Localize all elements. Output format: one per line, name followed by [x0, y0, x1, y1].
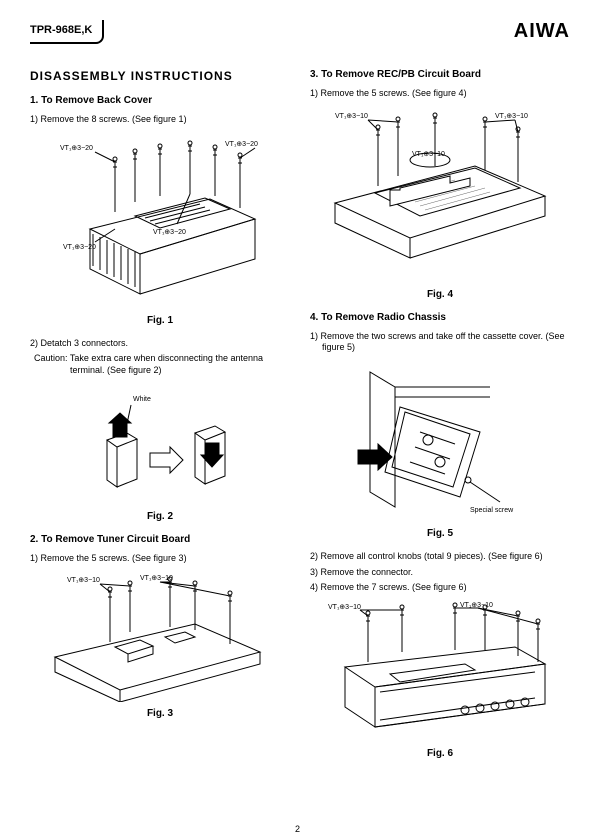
section-1-caution: Caution: Take extra care when disconnect…	[30, 353, 290, 376]
section-1-step-1: 1) Remove the 8 screws. (See figure 1)	[30, 114, 290, 126]
figure-2-caption: Fig. 2	[30, 511, 290, 522]
figure-5-caption: Fig. 5	[310, 528, 570, 539]
fig4-callout-a: VT₁⊕3−10	[335, 113, 368, 120]
fig2-callout-white: White	[133, 396, 151, 403]
figure-2-svg: White	[75, 385, 245, 505]
section-4-step-1: 1) Remove the two screws and take off th…	[310, 331, 570, 354]
main-title: DISASSEMBLY INSTRUCTIONS	[30, 69, 290, 83]
left-column: DISASSEMBLY INSTRUCTIONS 1. To Remove Ba…	[30, 69, 290, 771]
figure-6: VT₁⊕3−10 VT₁⊕3−10	[310, 602, 570, 742]
figure-5-svg: Special screw	[340, 362, 540, 522]
figure-2: White	[30, 385, 290, 505]
fig5-callout-special: Special screw	[470, 507, 514, 514]
figure-3-caption: Fig. 3	[30, 708, 290, 719]
fig6-callout-a: VT₁⊕3−10	[328, 604, 361, 611]
section-4-step-2: 2) Remove all control knobs (total 9 pie…	[310, 551, 570, 563]
section-4-step-4: 4) Remove the 7 screws. (See figure 6)	[310, 582, 570, 594]
content-columns: DISASSEMBLY INSTRUCTIONS 1. To Remove Ba…	[30, 69, 570, 771]
fig1-callout-c: VT₁⊕3−20	[63, 244, 96, 251]
figure-4-svg: VT₁⊕3−10 VT₁⊕3−10 VT₁⊕3−10	[320, 108, 560, 283]
page-number: 2	[0, 824, 595, 834]
figure-1: VT₁⊕3−20 VT₁⊕3−20 VT₁⊕3−20 VT₁⊕3−20	[30, 134, 290, 309]
section-4-step-3: 3) Remove the connector.	[310, 567, 570, 579]
section-2-title: 2. To Remove Tuner Circuit Board	[30, 534, 290, 545]
section-1-step-2: 2) Detatch 3 connectors.	[30, 338, 290, 350]
fig1-callout-b: VT₁⊕3−20	[225, 141, 258, 148]
figure-4-caption: Fig. 4	[310, 289, 570, 300]
fig4-callout-b: VT₁⊕3−10	[495, 113, 528, 120]
figure-3-svg: VT₁⊕3−10 VT₁⊕3−10	[45, 572, 275, 702]
model-number: TPR-968E,K	[30, 20, 104, 44]
figure-6-caption: Fig. 6	[310, 748, 570, 759]
fig1-callout-d: VT₁⊕3−20	[153, 229, 186, 236]
brand-logo: AIWA	[514, 20, 570, 43]
figure-1-caption: Fig. 1	[30, 315, 290, 326]
page-header: TPR-968E,K AIWA	[30, 20, 570, 44]
fig1-callout-a: VT₁⊕3−20	[60, 145, 93, 152]
section-3-step-1: 1) Remove the 5 screws. (See figure 4)	[310, 88, 570, 100]
figure-4: VT₁⊕3−10 VT₁⊕3−10 VT₁⊕3−10	[310, 108, 570, 283]
figure-5: Special screw	[310, 362, 570, 522]
section-4-title: 4. To Remove Radio Chassis	[310, 312, 570, 323]
fig3-callout-a: VT₁⊕3−10	[67, 577, 100, 584]
section-1-title: 1. To Remove Back Cover	[30, 95, 290, 106]
fig6-callout-b: VT₁⊕3−10	[460, 602, 493, 609]
right-column: 3. To Remove REC/PB Circuit Board 1) Rem…	[310, 69, 570, 771]
figure-6-svg: VT₁⊕3−10 VT₁⊕3−10	[320, 602, 560, 742]
figure-1-svg: VT₁⊕3−20 VT₁⊕3−20 VT₁⊕3−20 VT₁⊕3−20	[45, 134, 275, 309]
fig3-callout-b: VT₁⊕3−10	[140, 575, 173, 582]
section-2-step-1: 1) Remove the 5 screws. (See figure 3)	[30, 553, 290, 565]
section-3-title: 3. To Remove REC/PB Circuit Board	[310, 69, 570, 80]
fig4-callout-c: VT₁⊕3−10	[412, 151, 445, 158]
figure-3: VT₁⊕3−10 VT₁⊕3−10	[30, 572, 290, 702]
